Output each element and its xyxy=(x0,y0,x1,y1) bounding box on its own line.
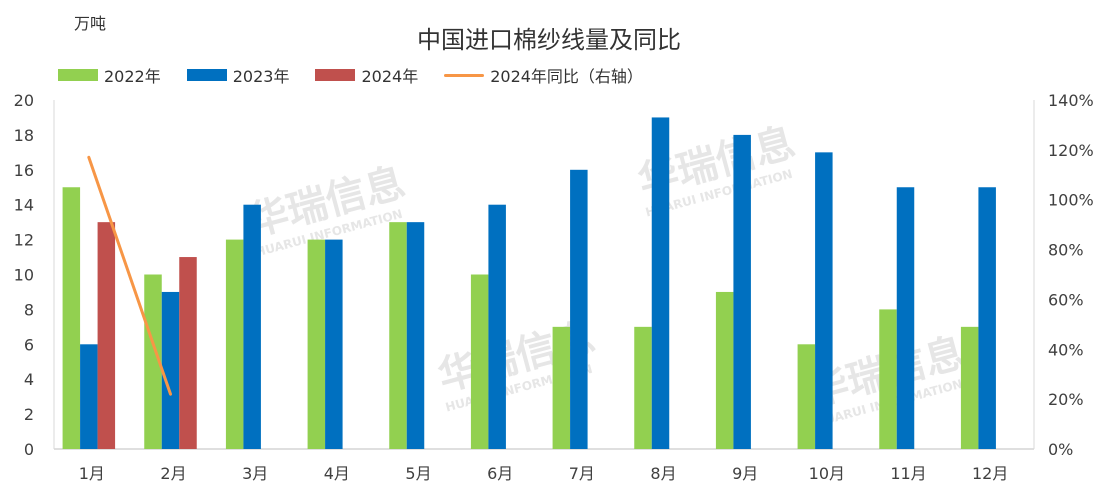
x-tick-label: 12月 xyxy=(972,464,1008,483)
legend-item-2024: 2024年 xyxy=(315,63,418,87)
y-tick-label: 4 xyxy=(24,370,34,389)
x-tick-label: 5月 xyxy=(405,464,431,483)
y2-tick-label: 80% xyxy=(1048,241,1084,260)
bar-2022年 xyxy=(470,274,489,449)
legend-label-2023: 2023年 xyxy=(232,67,290,86)
bar-2022年 xyxy=(715,291,734,449)
y-tick-label: 0 xyxy=(24,440,34,459)
bar-2022年 xyxy=(225,239,244,449)
line-series-yoy xyxy=(87,155,172,396)
y-tick-label: 12 xyxy=(14,231,34,250)
bar-2023年 xyxy=(80,344,98,449)
y-tick-label: 20 xyxy=(14,91,34,110)
y-tick-label: 10 xyxy=(14,266,34,285)
bar-2023年 xyxy=(243,204,261,449)
bar-2023年 xyxy=(651,117,670,449)
x-tick-label: 8月 xyxy=(650,464,676,483)
legend-label-2024: 2024年 xyxy=(361,67,419,86)
bar-2022年 xyxy=(797,344,816,449)
y-tick-label: 14 xyxy=(14,196,34,215)
x-tick-label: 6月 xyxy=(487,464,513,483)
bar-2023年 xyxy=(896,187,915,449)
bar-2023年 xyxy=(978,187,996,449)
y2-tick-label: 100% xyxy=(1048,191,1094,210)
y-tick-label: 18 xyxy=(14,126,34,145)
bar-2023年 xyxy=(488,204,506,449)
bar-2022年 xyxy=(879,309,897,449)
y-tick-label: 16 xyxy=(14,161,34,180)
x-tick-label: 1月 xyxy=(79,464,105,483)
legend-swatch-2022 xyxy=(58,69,98,81)
y2-tick-label: 20% xyxy=(1048,390,1084,409)
x-tick-label: 4月 xyxy=(324,464,350,483)
legend-swatch-2024-yoy xyxy=(444,73,485,77)
y2-tick-label: 40% xyxy=(1048,340,1084,359)
bar-2022年 xyxy=(307,239,326,449)
bar-2023年 xyxy=(325,239,343,449)
bar-2024年 xyxy=(179,257,197,449)
legend-swatch-2023 xyxy=(186,69,227,81)
bar-2022年 xyxy=(389,222,407,449)
y-tick-label: 2 xyxy=(24,405,34,424)
x-tick-label: 10月 xyxy=(809,464,845,483)
bar-2023年 xyxy=(406,222,425,449)
bar-2023年 xyxy=(570,169,588,450)
y2-tick-label: 0% xyxy=(1048,440,1073,459)
bar-2023年 xyxy=(733,134,751,449)
bar-2023年 xyxy=(161,291,180,449)
x-tick-label: 2月 xyxy=(160,464,186,483)
legend-item-2024-yoy: 2024年同比（右轴） xyxy=(444,63,643,87)
legend-label-2022: 2022年 xyxy=(104,67,161,86)
bar-2023年 xyxy=(815,152,833,449)
x-tick-label: 3月 xyxy=(242,464,268,483)
y-axis-unit-label: 万吨 xyxy=(74,14,107,33)
bar-2022年 xyxy=(960,326,979,449)
bar-2022年 xyxy=(552,326,571,449)
legend: 2022年 2023年 2024年 2024年同比（右轴） xyxy=(58,63,669,87)
y2-tick-label: 60% xyxy=(1048,290,1084,309)
bar-2024年 xyxy=(97,222,116,449)
chart-title: 中国进口棉纱线量及同比 xyxy=(417,26,681,54)
y-tick-label: 8 xyxy=(24,300,34,319)
bar-2022年 xyxy=(144,274,162,449)
legend-label-2024-yoy: 2024年同比（右轴） xyxy=(490,67,643,86)
x-tick-label: 7月 xyxy=(569,464,595,483)
y2-tick-label: 120% xyxy=(1048,141,1094,160)
legend-item-2023: 2023年 xyxy=(186,63,290,87)
x-tick-label: 9月 xyxy=(732,464,758,483)
legend-item-2022: 2022年 xyxy=(58,63,161,87)
x-tick-label: 11月 xyxy=(890,464,926,483)
bar-2022年 xyxy=(634,326,652,449)
bar-2022年 xyxy=(62,187,81,449)
y2-tick-label: 140% xyxy=(1048,91,1094,110)
legend-swatch-2024 xyxy=(315,69,356,81)
y-tick-label: 6 xyxy=(24,335,34,354)
